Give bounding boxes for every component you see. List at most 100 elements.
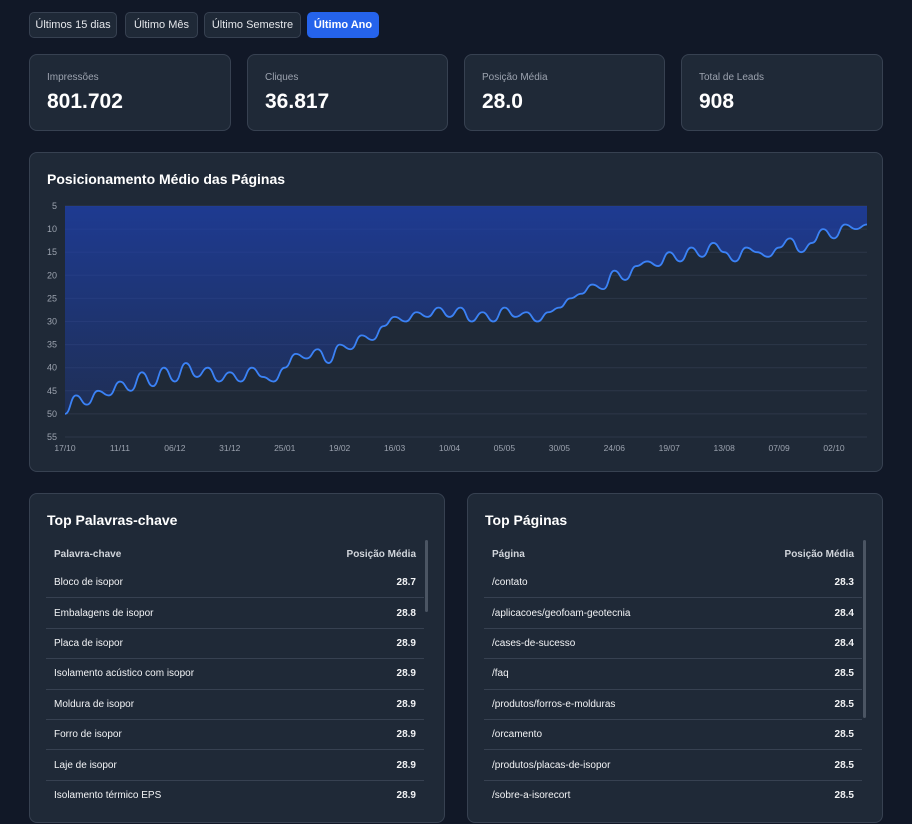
- x-tick-label: 05/05: [494, 443, 516, 453]
- filter-year-button[interactable]: Último Ano: [307, 12, 379, 38]
- x-tick-label: 19/07: [659, 443, 681, 453]
- y-tick-label: 35: [47, 340, 57, 350]
- column-header[interactable]: Palavra-chave: [54, 548, 122, 560]
- top-keywords-card: Top Palavras-chave Palavra-chave Posição …: [29, 493, 445, 823]
- stat-value: 36.817: [265, 90, 330, 113]
- table-row[interactable]: Isolamento acústico com isopor 28.9: [46, 659, 424, 690]
- x-tick-label: 19/02: [329, 443, 351, 453]
- row-label: /contato: [492, 577, 528, 589]
- stat-label: Impressões: [47, 72, 99, 83]
- x-tick-label: 31/12: [219, 443, 241, 453]
- y-tick-label: 15: [47, 247, 57, 257]
- chart-title: Posicionamento Médio das Páginas: [47, 171, 286, 187]
- y-tick-label: 30: [47, 317, 57, 327]
- table-row[interactable]: Bloco de isopor 28.7: [46, 568, 424, 599]
- filter-month-button[interactable]: Último Mês: [125, 12, 198, 38]
- keywords-table[interactable]: Palavra-chave Posição Média Bloco de isopo…: [46, 540, 424, 811]
- row-label: Placa de isopor: [54, 637, 123, 649]
- stat-label: Cliques: [265, 72, 299, 83]
- row-label: Embalagens de isopor: [54, 607, 154, 619]
- pages-scrollbar[interactable]: [863, 540, 866, 718]
- row-label: /sobre-a-isorecort: [492, 790, 571, 802]
- table-header: Página Posição Média: [484, 540, 862, 568]
- row-value: 28.4: [834, 637, 854, 649]
- table-row[interactable]: /cases-de-sucesso 28.4: [484, 629, 862, 660]
- table-row[interactable]: /aplicacoes/geofoam-geotecnia 28.4: [484, 598, 862, 629]
- table-row[interactable]: /faq 28.5: [484, 659, 862, 690]
- filter-semester-button[interactable]: Último Semestre: [204, 12, 301, 38]
- row-value: 28.5: [834, 668, 854, 680]
- x-tick-label: 16/03: [384, 443, 406, 453]
- row-value: 28.8: [396, 607, 416, 619]
- row-label: /faq: [492, 668, 509, 680]
- position-chart-card: Posicionamento Médio das Páginas 5 10 15 20…: [29, 152, 883, 472]
- column-header[interactable]: Posição Média: [784, 548, 854, 560]
- table-row[interactable]: /orcamento 28.5: [484, 720, 862, 751]
- table-row[interactable]: Isolamento térmico EPS 28.9: [46, 781, 424, 811]
- row-label: Bloco de isopor: [54, 577, 123, 589]
- table-row[interactable]: Laje de isopor 28.9: [46, 750, 424, 781]
- position-line: [64, 223, 868, 415]
- y-tick-label: 10: [47, 224, 57, 234]
- row-value: 28.9: [396, 790, 416, 802]
- stat-card-clicks: Cliques 36.817: [247, 54, 448, 131]
- stat-label: Posição Média: [482, 72, 548, 83]
- table-header: Palavra-chave Posição Média: [46, 540, 424, 568]
- filter-15-days-button[interactable]: Últimos 15 dias: [29, 12, 117, 38]
- x-tick-label: 06/12: [164, 443, 186, 453]
- table-row[interactable]: /contato 28.3: [484, 568, 862, 599]
- x-tick-label: 13/08: [714, 443, 736, 453]
- table-row[interactable]: Forro de isopor 28.9: [46, 720, 424, 751]
- x-tick-label: 30/05: [549, 443, 571, 453]
- row-label: /aplicacoes/geofoam-geotecnia: [492, 607, 631, 619]
- x-tick-label: 11/11: [110, 443, 130, 453]
- row-value: 28.7: [396, 577, 416, 589]
- table-row[interactable]: Placa de isopor 28.9: [46, 629, 424, 660]
- row-value: 28.9: [396, 759, 416, 771]
- table-row[interactable]: /produtos/placas-de-isopor 28.5: [484, 750, 862, 781]
- stat-card-leads: Total de Leads 908: [681, 54, 883, 131]
- row-value: 28.4: [834, 607, 854, 619]
- row-label: Isolamento térmico EPS: [54, 790, 162, 802]
- row-value: 28.5: [834, 698, 854, 710]
- stat-label: Total de Leads: [699, 72, 765, 83]
- x-tick-label: 25/01: [274, 443, 296, 453]
- y-tick-label: 50: [47, 409, 57, 419]
- row-label: /cases-de-sucesso: [492, 637, 576, 649]
- top-pages-card: Top Páginas Página Posição Média/contato 2…: [467, 493, 883, 823]
- x-tick-label: 10/04: [439, 443, 461, 453]
- x-tick-label: 02/10: [823, 443, 845, 453]
- row-label: Moldura de isopor: [54, 698, 135, 710]
- y-tick-label: 20: [47, 270, 57, 280]
- row-label: Forro de isopor: [54, 729, 122, 741]
- row-label: /produtos/forros-e-molduras: [492, 698, 616, 710]
- row-value: 28.9: [396, 668, 416, 680]
- table-row[interactable]: /produtos/forros-e-molduras 28.5: [484, 690, 862, 720]
- row-value: 28.5: [834, 790, 854, 802]
- y-tick-label: 40: [47, 363, 57, 373]
- y-tick-label: 25: [47, 293, 57, 303]
- y-tick-label: 5: [52, 201, 57, 211]
- stat-value: 28.0: [482, 90, 523, 113]
- y-tick-label: 55: [47, 432, 57, 442]
- column-header[interactable]: Posição Média: [346, 548, 416, 560]
- row-value: 28.3: [834, 577, 854, 589]
- row-value: 28.5: [834, 729, 854, 741]
- area-fill: [65, 206, 867, 414]
- pages-title: Top Páginas: [485, 512, 568, 528]
- row-label: Laje de isopor: [54, 759, 117, 771]
- table-row[interactable]: Embalagens de isopor 28.8: [46, 598, 424, 629]
- keywords-title: Top Palavras-chave: [47, 512, 178, 528]
- row-label: /orcamento: [492, 729, 543, 741]
- table-row[interactable]: /sobre-a-isorecort 28.5: [484, 781, 862, 811]
- x-tick-label: 24/06: [604, 443, 626, 453]
- row-value: 28.5: [834, 759, 854, 771]
- x-tick-label: 07/09: [768, 443, 790, 453]
- table-row[interactable]: Moldura de isopor 28.9: [46, 690, 424, 720]
- pages-table[interactable]: Página Posição Média/contato 28.3/aplicaco…: [484, 540, 862, 811]
- keywords-scrollbar[interactable]: [425, 540, 428, 612]
- row-label: /produtos/placas-de-isopor: [492, 759, 611, 771]
- stat-value: 908: [699, 90, 735, 113]
- column-header[interactable]: Página: [492, 548, 525, 560]
